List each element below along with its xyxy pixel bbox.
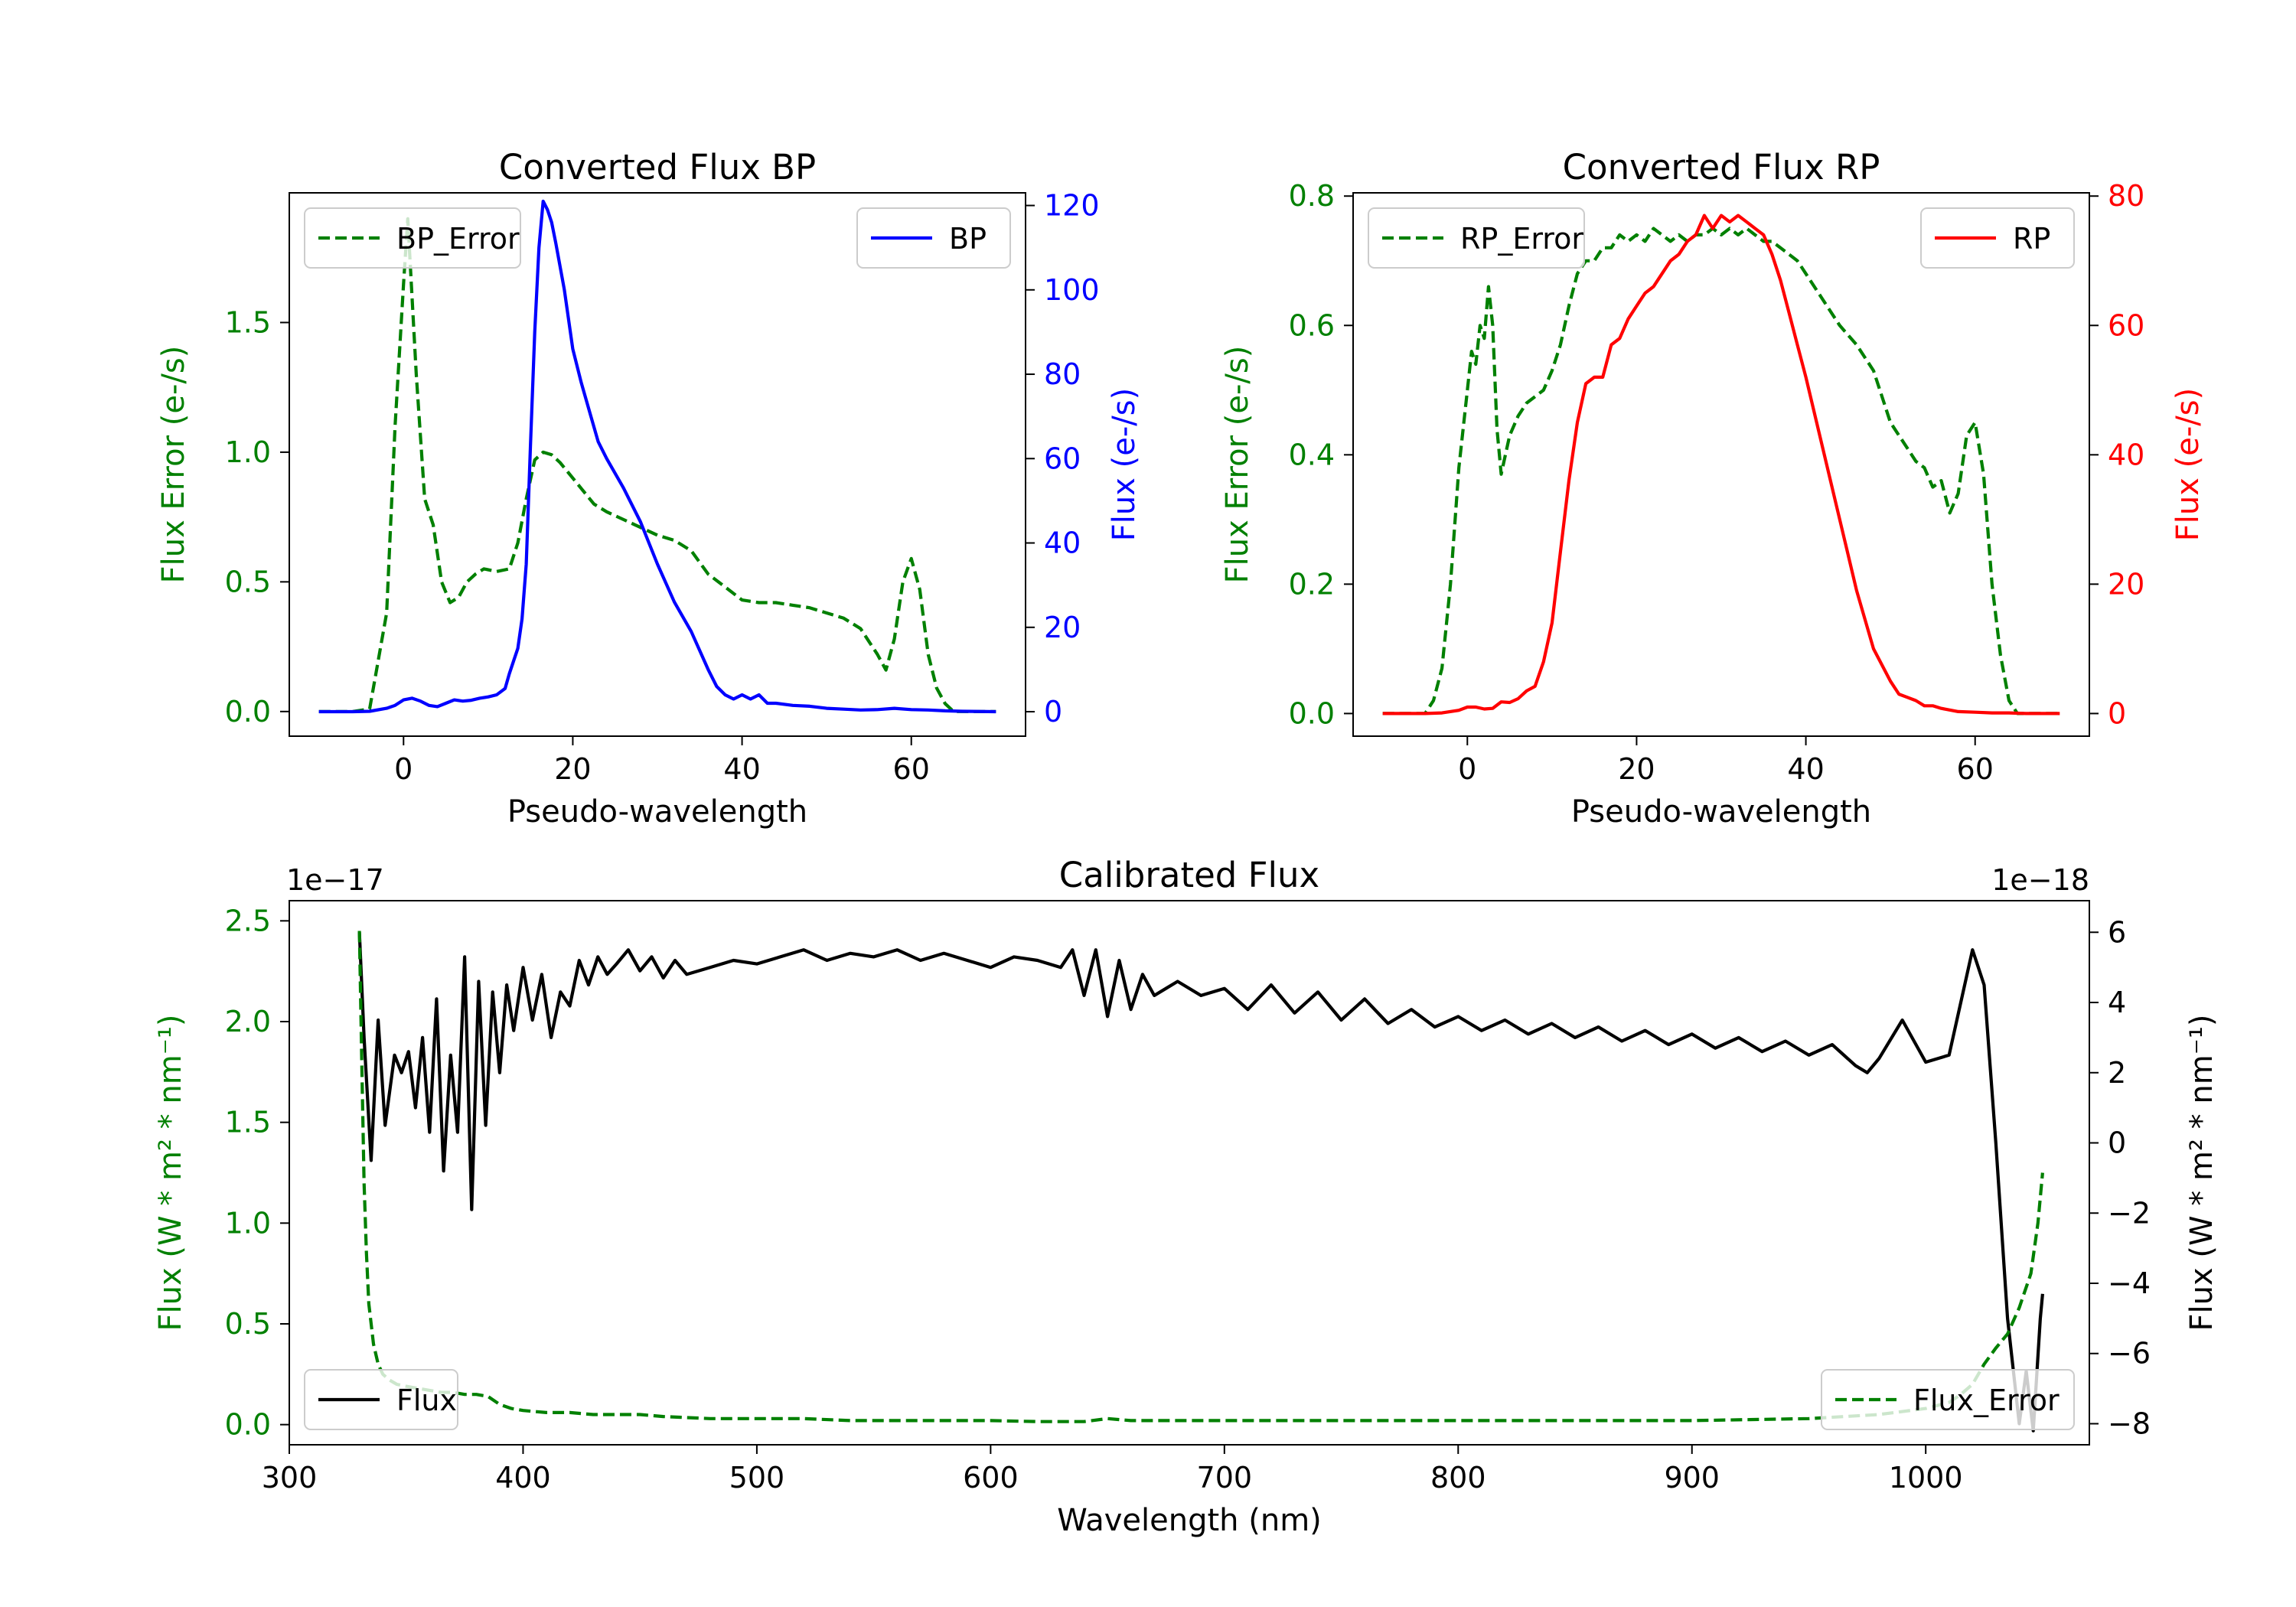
y-left-tick-label: 2.0 — [225, 1005, 271, 1038]
calibrated-flux-panel: Calibrated Flux 300 400 500 600 700 800 900 1000… — [153, 855, 2219, 1538]
x-axis-label: Pseudo-wavelength — [1571, 794, 1871, 830]
legend-box — [1821, 1369, 2075, 1430]
series-line-rp-error — [1382, 227, 2060, 715]
y-right-tick-label: 6 — [2108, 915, 2126, 949]
chart-title: Calibrated Flux — [1059, 855, 1319, 895]
x-tick-label: 400 — [495, 1461, 551, 1495]
y-right-tick-label: 2 — [2108, 1056, 2126, 1090]
y-right-tick-label: −8 — [2108, 1407, 2151, 1440]
y-right-tick-label: 80 — [2108, 179, 2144, 213]
y-left-tick-label: 1.0 — [225, 1206, 271, 1240]
x-tick-label: 1000 — [1889, 1461, 1963, 1495]
x-axis-label: Wavelength (nm) — [1057, 1503, 1322, 1538]
legend-label: Flux — [396, 1384, 457, 1417]
y-right-tick-label: −6 — [2108, 1337, 2151, 1371]
x-tick-label: 20 — [554, 752, 591, 786]
y-left-tick-label: 2.5 — [225, 904, 271, 937]
x-tick-label: 600 — [963, 1461, 1019, 1495]
legend-label: BP — [949, 222, 987, 256]
y-right-tick-label: 60 — [2108, 308, 2144, 342]
y-right-tick-label: 60 — [1044, 442, 1081, 475]
y-left-tick-label: 0.5 — [225, 565, 271, 598]
y-right-tick-label: 0 — [1044, 695, 1062, 729]
legend-box — [304, 1369, 458, 1430]
x-tick-label: 40 — [723, 752, 760, 786]
y-right-tick-label: 120 — [1044, 189, 1100, 223]
y-left-tick-label: 0.5 — [225, 1307, 271, 1341]
series-line-rp — [1382, 214, 2060, 715]
y-left-tick-label: 0.0 — [225, 1408, 271, 1442]
y-left-axis-label: Flux Error (e-/s) — [1220, 346, 1255, 584]
x-tick-label: 20 — [1618, 752, 1655, 786]
y-right-tick-label: 20 — [2108, 567, 2144, 601]
y-left-tick-label: 1.0 — [225, 435, 271, 469]
legend-box — [856, 207, 1011, 269]
y-left-axis-label: Flux (W * m² * nm⁻¹) — [153, 1015, 188, 1332]
x-tick-label: 900 — [1664, 1461, 1720, 1495]
bp-flux-panel: Converted Flux BP 0 20 40 60 Pseudo-wavelengt… — [156, 147, 1142, 830]
y-left-tick-label: 0.4 — [1289, 438, 1335, 471]
y-right-tick-label: 40 — [2108, 438, 2144, 471]
y-right-tick-label: −2 — [2108, 1196, 2151, 1230]
y-right-axis-label: Flux (W * m² * nm⁻¹) — [2184, 1015, 2219, 1332]
y-right-axis-label: Flux (e-/s) — [2170, 388, 2206, 541]
chart-title: Converted Flux RP — [1563, 147, 1880, 187]
plot-frame — [289, 900, 2090, 1446]
x-tick-label: 0 — [1458, 752, 1476, 786]
y-right-tick-label: 40 — [1044, 526, 1081, 560]
y-right-offset-label: 1e−18 — [1991, 863, 2089, 897]
legend-bp: BP — [856, 207, 1011, 269]
legend-box — [1368, 207, 1585, 269]
plot-frame — [289, 192, 1026, 737]
legend-bp-error: BP_Error — [304, 207, 521, 269]
y-right-tick-label: 0 — [2108, 696, 2126, 730]
x-axis-label: Pseudo-wavelength — [507, 794, 807, 830]
legend-rp-error: RP_Error — [1368, 207, 1585, 269]
y-right-tick-label: −4 — [2108, 1266, 2151, 1300]
rp-flux-panel: Converted Flux RP 0 20 40 60 Pseudo-wavelengt… — [1220, 147, 2206, 830]
x-tick-label: 500 — [729, 1461, 785, 1495]
series-line-bp — [318, 199, 996, 714]
y-left-tick-label: 0.0 — [225, 695, 271, 729]
y-right-tick-label: 0 — [2108, 1126, 2126, 1160]
y-left-tick-label: 1.5 — [225, 1106, 271, 1139]
y-right-tick-label: 100 — [1044, 273, 1100, 307]
y-left-tick-label: 1.5 — [225, 305, 271, 339]
y-right-tick-label: 20 — [1044, 611, 1081, 644]
legend-label: RP_Error — [1460, 222, 1583, 256]
x-tick-label: 60 — [893, 752, 930, 786]
y-left-offset-label: 1e−17 — [286, 863, 384, 897]
series-line-flux — [357, 932, 2044, 1433]
x-tick-label: 60 — [1957, 752, 1994, 786]
plot-frame — [1352, 192, 2090, 737]
y-left-tick-label: 0.8 — [1289, 179, 1335, 213]
legend-label: Flux_Error — [1913, 1384, 2060, 1417]
x-tick-label: 300 — [262, 1461, 318, 1495]
y-right-axis-label: Flux (e-/s) — [1107, 388, 1142, 541]
x-tick-label: 700 — [1197, 1461, 1253, 1495]
legend-label: BP_Error — [396, 222, 520, 256]
y-right-tick-label: 80 — [1044, 357, 1081, 391]
legend-box — [1920, 207, 2075, 269]
chart-title: Converted Flux BP — [499, 147, 816, 187]
x-tick-label: 0 — [394, 752, 413, 786]
x-tick-label: 40 — [1787, 752, 1824, 786]
y-left-tick-label: 0.0 — [1289, 696, 1335, 730]
legend-flux-error: Flux_Error — [1821, 1369, 2075, 1430]
series-line-bp-error — [318, 217, 996, 713]
legend-rp: RP — [1920, 207, 2075, 269]
y-right-tick-label: 4 — [2108, 986, 2126, 1019]
legend-label: RP — [2013, 222, 2050, 256]
y-left-axis-label: Flux Error (e-/s) — [156, 346, 191, 584]
legend-flux: Flux — [304, 1369, 458, 1430]
y-left-tick-label: 0.6 — [1289, 308, 1335, 342]
legend-box — [304, 207, 521, 269]
y-left-tick-label: 0.2 — [1289, 567, 1335, 601]
series-line-flux-error — [357, 931, 2044, 1423]
x-tick-label: 800 — [1430, 1461, 1486, 1495]
